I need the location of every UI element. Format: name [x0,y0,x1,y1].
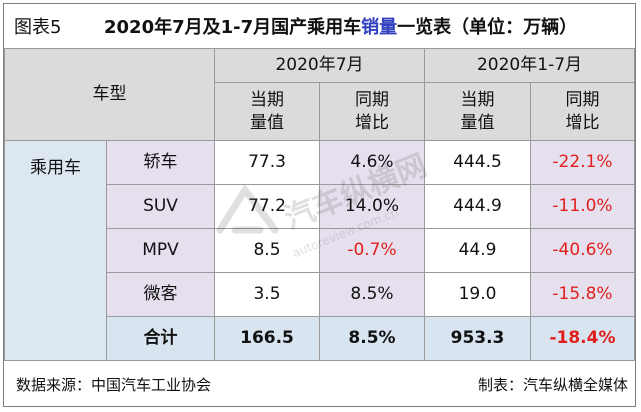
table-row: 乘用车 轿车 77.3 4.6% 444.5 -22.1% [4,140,635,361]
title-bar: 图表5 2020年7月及1-7月国产乘用车销量一览表（单位：万辆） [4,4,635,48]
cell-ytd-yoy: -11.0% [530,184,635,229]
header-ytd: 2020年1-7月 [424,48,635,83]
header-model: 车型 [4,48,215,141]
figure-number: 图表5 [14,17,62,38]
cell-month-value: 3.5 [214,272,320,317]
header-ytd-current: 当期 量值 [424,82,531,141]
cell-ytd-value: 19.0 [424,272,531,317]
cell-month-yoy: 8.5% [319,272,425,317]
total-ytd-yoy: -18.4% [530,316,635,361]
row-type: MPV [106,228,215,273]
table-row: SUV 77.2 14.0% 444.9 -11.0% [5,184,635,229]
row-type: 微客 [106,272,215,317]
cell-month-yoy: -0.7% [319,228,425,273]
cell-month-yoy: 14.0% [319,184,425,229]
title-prefix: 2020年7月及1-7月国产乘用车 [104,17,362,38]
category-cell: 乘用车 [4,140,107,361]
title-suffix: 一览表（单位：万辆） [397,17,578,38]
total-label: 合计 [106,316,215,361]
cell-ytd-value: 444.5 [424,140,531,185]
cell-ytd-value: 444.9 [424,184,531,229]
cell-month-value: 8.5 [214,228,320,273]
row-type: SUV [106,184,215,229]
cell-month-value: 77.2 [214,184,320,229]
header-ytd-yoy: 同期 增比 [530,82,635,141]
total-ytd-value: 953.3 [424,316,531,361]
table-frame [3,3,636,407]
table-maker: 制表：汽车纵横全媒体 [477,376,628,394]
data-source: 数据来源：中国汽车工业协会 [16,376,212,394]
row-type: 轿车 [106,140,215,185]
cell-ytd-yoy: -40.6% [530,228,635,273]
table-row: MPV 8.5 -0.7% 44.9 -40.6% [5,228,635,273]
total-month-value: 166.5 [214,316,320,361]
cell-month-value: 77.3 [214,140,320,185]
header-month: 2020年7月 [214,48,425,83]
cell-month-yoy: 4.6% [319,140,425,185]
title-highlight: 销量 [361,17,398,38]
cell-ytd-yoy: -15.8% [530,272,635,317]
total-month-yoy: 8.5% [319,316,425,361]
header-month-yoy: 同期 增比 [319,82,425,141]
header-month-current: 当期 量值 [214,82,320,141]
sales-table: 车型 2020年7月 2020年1-7月 当期 量值 同期 增比 当期 量值 同期 增比… [4,48,635,361]
total-row: 合计 166.5 8.5% 953.3 -18.4% [5,316,635,361]
page-title: 2020年7月及1-7月国产乘用车销量一览表（单位：万辆） [104,13,577,39]
cell-ytd-value: 44.9 [424,228,531,273]
table-row: 微客 3.5 8.5% 19.0 -15.8% [5,272,635,317]
cell-ytd-yoy: -22.1% [530,140,635,185]
